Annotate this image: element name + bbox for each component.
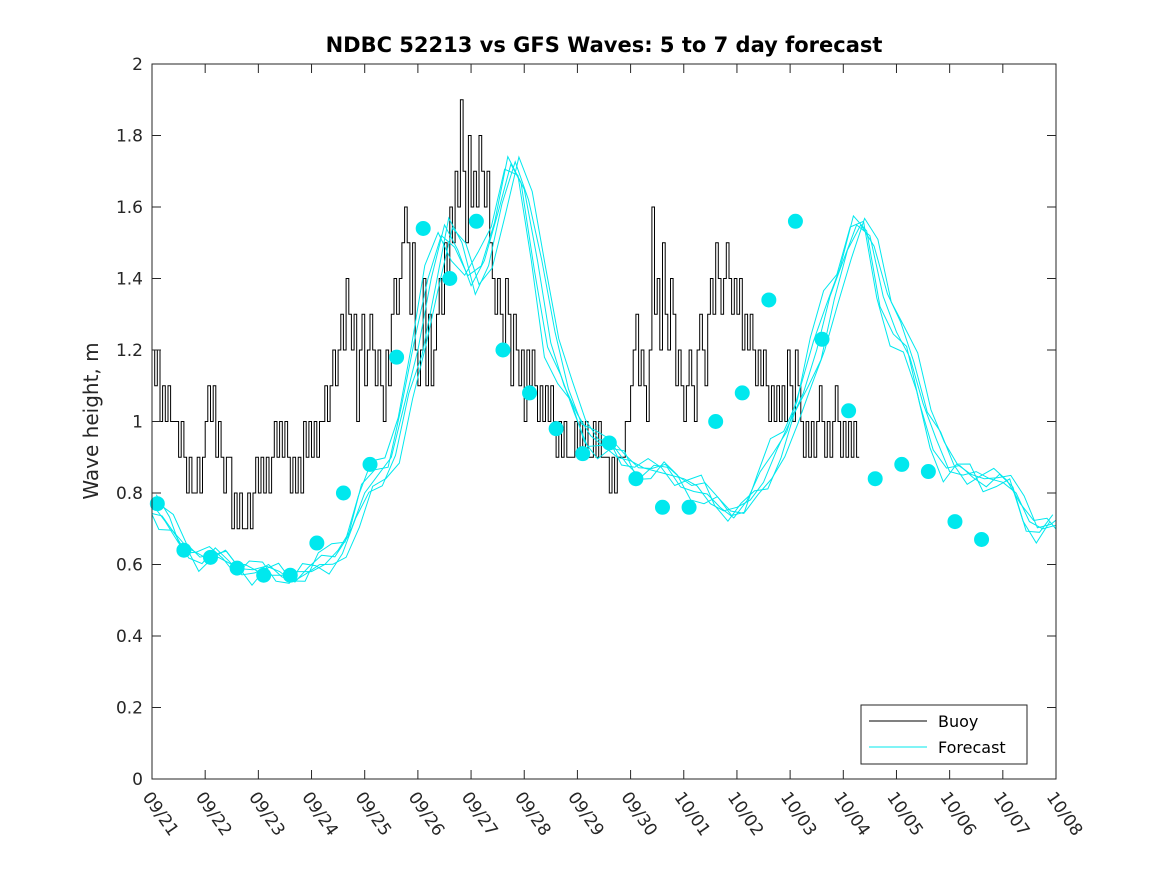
forecast-marker [176,542,192,558]
forecast-marker [920,464,936,480]
forecast-marker [362,456,378,472]
x-tick-label: 09/28 [510,788,554,840]
y-tick-label: 1 [132,413,143,433]
x-tick-label: 09/27 [457,788,501,840]
y-tick-label: 0.2 [116,699,143,719]
forecast-marker [149,496,165,512]
forecast-marker [734,385,750,401]
x-tick-label: 09/30 [616,788,660,840]
buoy-line [152,99,860,530]
x-tick-label: 10/02 [723,788,767,840]
y-tick-label: 2 [132,55,143,75]
y-tick-label: 0.4 [116,627,143,647]
forecast-marker [947,514,963,530]
x-tick-label: 09/26 [404,788,448,840]
forecast-marker [787,213,803,229]
x-tick-label: 09/25 [351,788,395,840]
x-tick-label: 09/29 [563,788,607,840]
forecast-line [159,155,1057,583]
y-tick-label: 1.8 [116,127,143,147]
chart-title: NDBC 52213 vs GFS Waves: 5 to 7 day fore… [326,33,883,57]
forecast-marker [601,435,617,451]
y-axis-ticks: 0 0.2 0.4 0.6 0.8 1 1.2 1.4 1.6 1.8 2 [116,55,1056,790]
forecast-marker [335,485,351,501]
forecast-marker [974,531,990,547]
legend-buoy-label: Buoy [938,712,978,731]
x-tick-label: 10/08 [1042,788,1086,840]
forecast-marker [229,560,245,576]
buoy-series [152,99,860,530]
forecast-line [151,155,1054,583]
forecast-marker [282,567,298,583]
x-tick-label: 10/07 [989,788,1033,840]
forecast-marker [867,471,883,487]
x-tick-label: 10/01 [670,788,714,840]
forecast-marker [654,499,670,515]
forecast-marker [814,331,830,347]
forecast-marker [309,535,325,551]
forecast-line [151,162,1057,576]
forecast-marker [442,271,458,286]
forecast-marker [708,414,724,429]
x-tick-label: 10/06 [936,788,980,840]
y-axis-label: Wave height, m [79,342,103,499]
legend: Buoy Forecast [860,704,1028,765]
forecast-marker [495,342,511,358]
forecast-series [151,155,1057,587]
forecast-marker [548,421,564,437]
x-tick-label: 09/23 [244,788,288,840]
forecast-line [151,168,1051,587]
legend-box [860,704,1028,765]
y-tick-label: 1.6 [116,198,143,218]
forecast-marker [681,499,697,515]
y-tick-label: 0 [132,770,143,790]
forecast-marker [389,349,405,365]
y-tick-label: 0.8 [116,484,143,504]
forecast-line [155,160,1057,584]
x-tick-label: 09/24 [297,788,341,840]
y-tick-label: 0.6 [116,556,143,576]
x-tick-label: 09/21 [138,788,182,840]
forecast-marker [841,403,857,419]
forecast-marker [202,549,218,565]
x-tick-label: 09/22 [191,788,235,840]
forecast-marker [575,446,591,462]
legend-forecast-label: Forecast [938,738,1006,757]
forecast-marker [256,567,272,583]
x-tick-label: 10/05 [882,788,926,840]
forecast-marker [522,385,538,401]
forecast-marker [468,213,484,229]
y-tick-label: 1.2 [116,341,143,361]
forecast-marker [628,471,644,487]
x-tick-label: 10/04 [829,788,873,840]
forecast-markers [149,213,990,583]
x-tick-label: 10/03 [776,788,820,840]
forecast-marker [761,292,777,308]
y-tick-label: 1.4 [116,270,143,290]
forecast-marker [415,220,431,236]
forecast-marker [894,456,910,472]
